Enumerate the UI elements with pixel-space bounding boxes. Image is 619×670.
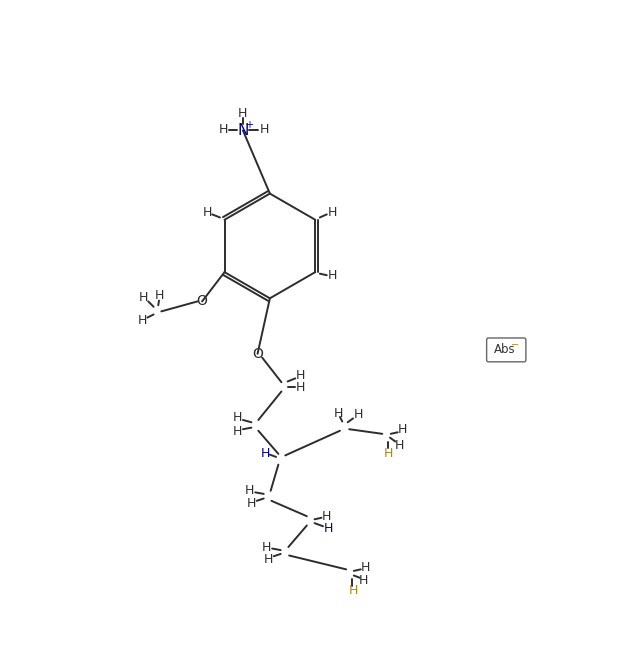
Text: H: H bbox=[219, 123, 228, 136]
Text: H: H bbox=[348, 584, 358, 597]
Text: +: + bbox=[245, 120, 253, 130]
Text: H: H bbox=[245, 484, 254, 496]
Text: H: H bbox=[397, 423, 407, 436]
Text: H: H bbox=[394, 439, 404, 452]
Text: H: H bbox=[334, 407, 343, 419]
Text: H: H bbox=[139, 291, 149, 304]
Text: H: H bbox=[296, 381, 305, 394]
Text: O: O bbox=[197, 294, 207, 308]
Text: O: O bbox=[252, 347, 263, 360]
Text: H: H bbox=[324, 522, 333, 535]
Text: −: − bbox=[511, 340, 519, 350]
Text: H: H bbox=[233, 411, 242, 424]
Text: H: H bbox=[260, 123, 269, 136]
Text: Abs: Abs bbox=[494, 344, 516, 356]
Text: H: H bbox=[155, 289, 165, 302]
Text: H: H bbox=[238, 107, 248, 120]
Text: H: H bbox=[353, 408, 363, 421]
Text: N: N bbox=[237, 123, 249, 138]
Text: H: H bbox=[359, 574, 368, 588]
Text: H: H bbox=[327, 206, 337, 218]
Text: H: H bbox=[296, 369, 305, 382]
Text: H: H bbox=[327, 269, 337, 283]
Text: H: H bbox=[361, 561, 370, 574]
FancyBboxPatch shape bbox=[487, 338, 526, 362]
Text: H: H bbox=[247, 497, 256, 511]
Text: H: H bbox=[384, 447, 393, 460]
Text: H: H bbox=[262, 541, 272, 553]
Text: H: H bbox=[264, 553, 273, 566]
Text: H: H bbox=[322, 510, 332, 523]
Text: H: H bbox=[233, 425, 242, 438]
Text: H: H bbox=[203, 206, 212, 218]
Text: H: H bbox=[137, 314, 147, 327]
Text: H: H bbox=[261, 447, 270, 460]
